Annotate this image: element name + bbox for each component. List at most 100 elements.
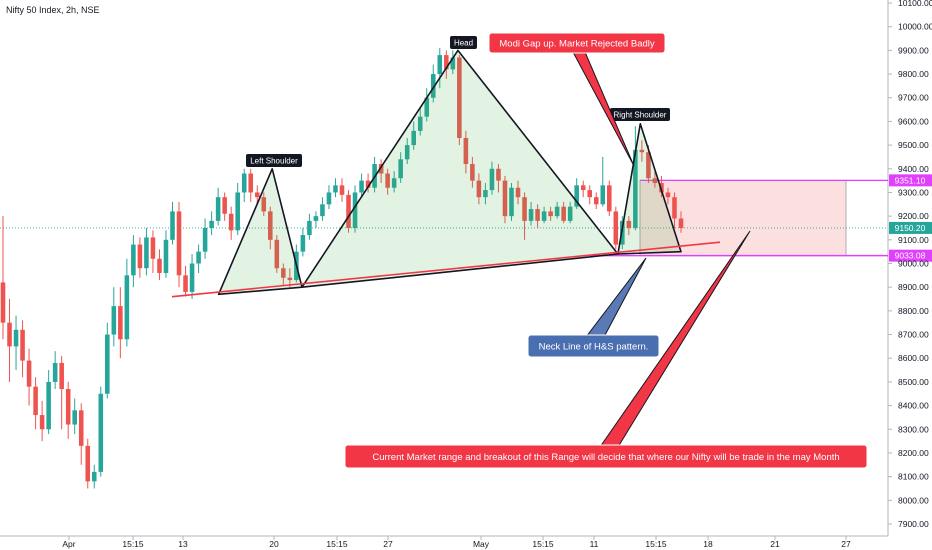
- candle-body: [665, 192, 671, 198]
- candle: [254, 185, 260, 205]
- candle-body: [502, 180, 508, 217]
- candle: [98, 386, 104, 477]
- price-tick-label: 10100.00: [898, 0, 932, 8]
- candle: [450, 50, 456, 75]
- candle-body: [85, 445, 91, 482]
- time-tick-label: 20: [269, 539, 279, 549]
- candle: [672, 192, 677, 228]
- candle: [26, 348, 32, 406]
- candle: [111, 287, 117, 347]
- candle-body: [528, 209, 534, 221]
- candle: [502, 175, 508, 224]
- candle-body: [535, 209, 540, 221]
- candle: [600, 156, 606, 207]
- candle-body: [196, 251, 201, 264]
- candle: [72, 398, 77, 435]
- candle-body: [98, 393, 104, 472]
- candle: [515, 180, 521, 205]
- candle-body: [307, 220, 312, 236]
- candle: [574, 178, 579, 210]
- candle-body: [567, 206, 573, 221]
- svg-text:Left Shoulder: Left Shoulder: [250, 157, 298, 166]
- candle: [489, 161, 495, 195]
- candle: [287, 268, 293, 288]
- candle: [437, 47, 443, 89]
- price-tick-label: 7900.00: [898, 519, 929, 529]
- candle: [411, 121, 416, 150]
- candle-body: [352, 192, 358, 228]
- price-tick-label: 10000.00: [898, 22, 932, 32]
- candle-body: [111, 306, 117, 335]
- candle-body: [65, 389, 71, 425]
- candle-body: [189, 263, 195, 292]
- candle: [339, 178, 345, 202]
- candle-body: [241, 173, 247, 193]
- price-tick-label: 9100.00: [898, 235, 929, 245]
- price-tick-label: 8400.00: [898, 401, 929, 411]
- candle-body: [248, 173, 254, 193]
- candle: [346, 190, 351, 233]
- price-tick-label: 8700.00: [898, 330, 929, 340]
- right-shoulder-label: Right Shoulder: [610, 108, 670, 121]
- candle-body: [398, 159, 403, 179]
- price-tick-label: 8200.00: [898, 448, 929, 458]
- candle-body: [137, 244, 143, 269]
- candle: [665, 187, 671, 205]
- candle-body: [326, 192, 332, 205]
- candle: [39, 400, 45, 442]
- candle: [359, 173, 364, 198]
- candle: [307, 213, 312, 240]
- candle-body: [26, 360, 32, 387]
- candle: [587, 185, 593, 205]
- candle-body: [222, 197, 227, 214]
- candle-body: [313, 216, 319, 221]
- time-tick-label: 13: [178, 539, 188, 549]
- price-tick-label: 9000.00: [898, 259, 929, 269]
- candle: [209, 211, 214, 236]
- candle: [352, 185, 358, 233]
- candles-layer: [0, 47, 684, 489]
- candle: [157, 249, 162, 281]
- candle-body: [118, 306, 123, 340]
- candle-body: [457, 57, 462, 138]
- candle: [105, 322, 110, 399]
- candle: [365, 173, 371, 193]
- candle: [607, 180, 612, 217]
- candle: [163, 230, 169, 278]
- price-label: 9033.08: [895, 251, 926, 261]
- candle: [52, 351, 58, 390]
- candle-body: [131, 244, 136, 276]
- candle-body: [404, 145, 410, 160]
- candle: [313, 211, 319, 228]
- candle-body: [281, 268, 286, 278]
- candle-body: [105, 334, 110, 394]
- price-tick-label: 8900.00: [898, 282, 929, 292]
- time-tick-label: 11: [590, 539, 599, 549]
- candle-body: [463, 137, 469, 165]
- candle-body: [483, 190, 488, 198]
- candle-body: [150, 237, 156, 259]
- candle-body: [157, 258, 162, 273]
- candle-body: [515, 187, 521, 198]
- candle-body: [183, 275, 188, 292]
- candle-body: [672, 197, 677, 219]
- candle: [398, 152, 403, 183]
- price-label-box: [889, 174, 932, 187]
- candle-body: [430, 74, 436, 98]
- candle-body: [254, 192, 260, 198]
- candle-body: [489, 168, 495, 191]
- candle-body: [561, 206, 566, 221]
- candle-body: [633, 149, 638, 228]
- head-label: Head: [450, 36, 477, 49]
- candle-body: [0, 282, 6, 323]
- candle-body: [639, 149, 645, 153]
- head-triangle: [301, 49, 619, 289]
- candle-body: [450, 57, 456, 70]
- candle: [274, 235, 280, 273]
- candle-body: [59, 362, 64, 390]
- candle: [176, 201, 182, 288]
- candle-body: [346, 194, 351, 228]
- candle: [580, 180, 586, 198]
- price-tick-label: 9300.00: [898, 187, 929, 197]
